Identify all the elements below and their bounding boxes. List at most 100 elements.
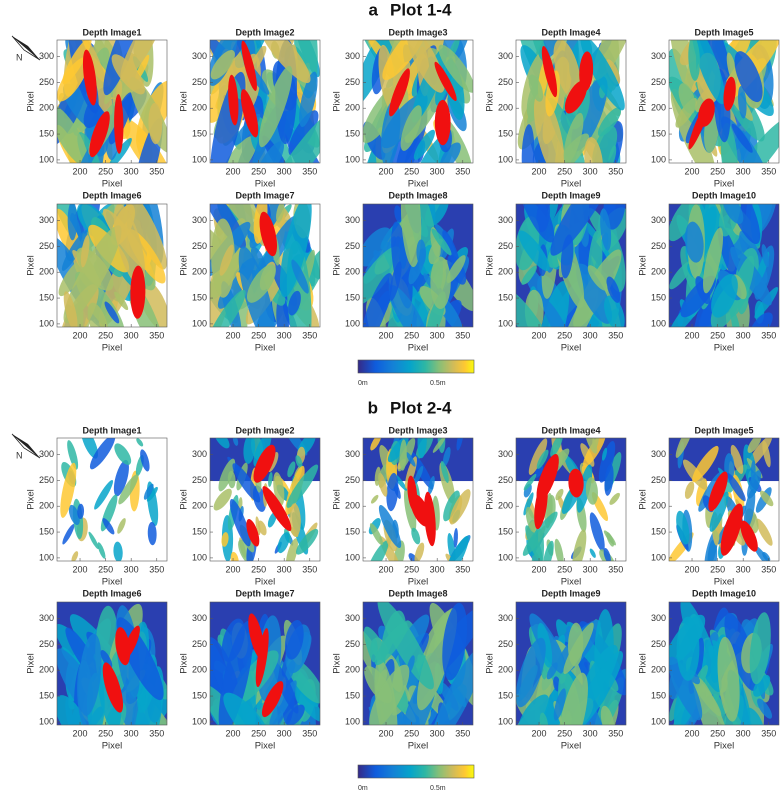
x-tick-label: 250 (404, 728, 419, 738)
y-tick-label: 150 (39, 526, 54, 536)
x-tick-label: 250 (251, 330, 266, 340)
y-tick-label: 250 (192, 77, 207, 87)
y-tick-label: 150 (39, 128, 54, 138)
depth-image (516, 204, 626, 327)
x-tick-label: 200 (379, 728, 394, 738)
x-tick-label: 200 (532, 330, 547, 340)
y-axis-label: Pixel (638, 489, 649, 510)
x-tick-label: 350 (761, 564, 776, 574)
x-tick-label: 250 (557, 564, 572, 574)
x-tick-label: 300 (583, 728, 598, 738)
y-tick-label: 250 (498, 77, 513, 87)
y-tick-label: 300 (651, 449, 666, 459)
y-axis-label: Pixel (638, 255, 649, 276)
depth-image (57, 602, 167, 725)
panel-frame (56, 39, 168, 164)
y-tick-label: 250 (651, 639, 666, 649)
y-tick-label: 100 (498, 154, 513, 164)
y-tick-label: 250 (39, 639, 54, 649)
x-axis-label: Pixel (408, 179, 429, 190)
x-axis-label: Pixel (561, 741, 582, 752)
colorbar-min-label: 0m (358, 380, 368, 387)
y-axis-label: Pixel (485, 91, 496, 112)
x-tick-label: 350 (455, 564, 470, 574)
panel-frame (56, 203, 168, 328)
y-tick-label: 100 (498, 318, 513, 328)
x-tick-label: 350 (455, 166, 470, 176)
depth-image (516, 602, 626, 725)
panel-frame (515, 39, 627, 164)
y-tick-label: 200 (39, 267, 54, 277)
x-tick-label: 300 (277, 330, 292, 340)
depth-image (363, 438, 473, 561)
x-tick-label: 300 (430, 728, 445, 738)
panel: Depth Image10 200 250 300 350 100 150 200 250 300… (638, 190, 780, 354)
y-tick-label: 200 (39, 501, 54, 511)
y-tick-label: 200 (345, 267, 360, 277)
panel-title: Depth Image7 (235, 190, 294, 200)
panel-frame (362, 39, 474, 164)
north-label: N (16, 450, 23, 460)
x-tick-label: 350 (302, 564, 317, 574)
x-axis-label: Pixel (714, 343, 735, 354)
x-tick-label: 200 (73, 330, 88, 340)
x-tick-label: 300 (736, 330, 751, 340)
y-tick-label: 100 (651, 716, 666, 726)
y-tick-label: 200 (498, 501, 513, 511)
x-tick-label: 300 (124, 728, 139, 738)
y-tick-label: 300 (345, 215, 360, 225)
panel-frame (668, 39, 780, 164)
y-tick-label: 200 (192, 267, 207, 277)
y-axis-label: Pixel (638, 653, 649, 674)
x-tick-label: 250 (557, 166, 572, 176)
section-label: a (369, 0, 379, 19)
depth-image (363, 602, 473, 725)
y-tick-label: 100 (192, 716, 207, 726)
y-tick-label: 100 (651, 154, 666, 164)
x-tick-label: 350 (608, 728, 623, 738)
y-axis-label: Pixel (332, 255, 343, 276)
x-tick-label: 200 (685, 728, 700, 738)
x-tick-label: 250 (404, 330, 419, 340)
y-tick-label: 250 (651, 77, 666, 87)
y-tick-label: 150 (192, 128, 207, 138)
x-axis-label: Pixel (102, 179, 123, 190)
y-tick-label: 200 (345, 501, 360, 511)
x-tick-label: 300 (277, 728, 292, 738)
y-tick-label: 150 (651, 690, 666, 700)
panel-title: Depth Image10 (692, 588, 756, 598)
y-tick-label: 100 (192, 552, 207, 562)
y-tick-label: 250 (192, 475, 207, 485)
panel: Depth Image10 200 250 300 350 100 150 200 250 300… (638, 588, 780, 752)
y-tick-label: 150 (345, 128, 360, 138)
x-tick-label: 350 (302, 330, 317, 340)
x-tick-label: 300 (583, 564, 598, 574)
depth-image (57, 40, 167, 163)
y-tick-label: 300 (498, 449, 513, 459)
section: a Plot 1-4 N Depth Image1 200 250 300 350 100 150… (11, 0, 780, 387)
y-tick-label: 100 (345, 552, 360, 562)
x-axis-label: Pixel (561, 179, 582, 190)
x-tick-label: 250 (404, 564, 419, 574)
x-tick-label: 250 (710, 330, 725, 340)
y-tick-label: 250 (498, 241, 513, 251)
depth-image (57, 438, 167, 561)
y-tick-label: 150 (39, 690, 54, 700)
north-label: N (16, 52, 23, 62)
x-axis-label: Pixel (408, 577, 429, 588)
x-tick-label: 250 (251, 166, 266, 176)
y-tick-label: 200 (651, 267, 666, 277)
y-tick-label: 300 (192, 449, 207, 459)
x-tick-label: 350 (302, 728, 317, 738)
x-tick-label: 200 (379, 330, 394, 340)
x-tick-label: 300 (736, 564, 751, 574)
y-tick-label: 250 (345, 475, 360, 485)
panel-title: Depth Image6 (82, 588, 141, 598)
y-axis-label: Pixel (638, 91, 649, 112)
section: b Plot 2-4 N Depth Image1 200 250 300 350 100 150… (11, 398, 780, 792)
y-tick-label: 250 (651, 241, 666, 251)
x-tick-label: 300 (277, 564, 292, 574)
y-tick-label: 300 (192, 51, 207, 61)
x-axis-label: Pixel (102, 343, 123, 354)
